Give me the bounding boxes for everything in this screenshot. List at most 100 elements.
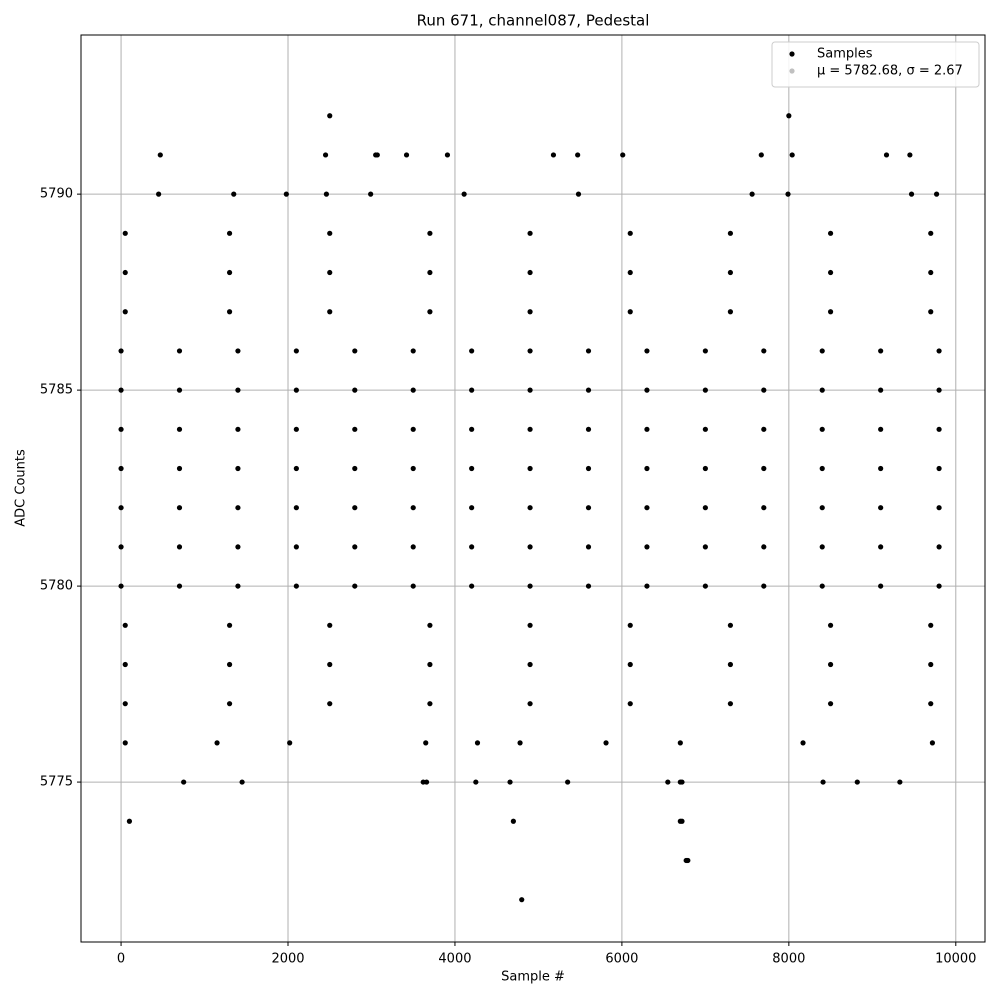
point [897,779,903,785]
point [665,779,671,785]
point [820,779,826,785]
point [322,152,329,158]
point [469,387,475,393]
point [293,583,299,589]
point [679,818,685,824]
point [819,348,825,354]
point [287,740,293,746]
point [702,426,708,432]
legend-box [771,41,980,88]
y-axis-label: ADC Counts [14,449,29,527]
point [827,269,834,276]
point [627,701,633,707]
point [702,387,708,393]
point [427,661,433,668]
point [176,426,183,432]
point [702,505,708,511]
point [585,348,592,354]
point [761,348,767,354]
point [936,583,942,589]
x-tick-label: 4000 [438,952,471,967]
point [226,230,233,236]
point [368,191,374,197]
point [527,387,533,393]
point [883,152,890,158]
point [527,505,533,511]
point [126,818,133,824]
point [565,779,571,785]
point [527,230,533,236]
point [800,740,806,746]
point [878,505,884,511]
point [410,465,416,472]
point [156,191,162,197]
point [878,348,884,354]
point [761,583,767,589]
point [819,505,825,511]
point [644,505,650,511]
point [118,544,124,550]
point [122,622,128,628]
point [374,152,380,158]
point [936,387,942,393]
point [627,661,633,668]
point [936,465,942,472]
point [936,426,942,432]
point [181,779,187,785]
point [235,465,241,472]
point [936,544,942,550]
point [761,387,767,393]
point [878,426,884,432]
point [118,348,124,354]
point [702,348,708,354]
point [727,269,734,276]
point [293,544,299,550]
point [585,426,592,432]
point [226,622,233,628]
point [427,622,433,628]
axes-frame [80,34,986,943]
point [410,583,416,589]
point [761,505,767,511]
point [827,661,834,668]
point [235,505,241,511]
point [761,465,767,472]
point [749,191,755,197]
point [293,348,299,354]
y-tick-label: 5790 [40,187,73,202]
point [827,230,834,236]
point [235,544,241,550]
x-tick-label: 6000 [605,952,638,967]
point [235,583,241,589]
point [239,779,245,785]
point [410,544,416,550]
point [727,701,734,707]
point [758,152,764,158]
point [293,465,299,472]
point [118,426,124,432]
point [527,583,533,589]
point [176,465,183,472]
point [585,544,592,550]
point [283,191,289,197]
point [327,309,333,315]
point [157,152,163,158]
point [620,152,626,158]
point [122,661,128,668]
point [235,426,241,432]
point [352,465,358,472]
point [908,191,915,197]
point [702,465,708,472]
point [461,191,467,197]
point [122,269,128,276]
point [469,348,475,354]
x-tick-label: 0 [117,952,125,967]
point [507,779,513,785]
point [352,426,358,432]
point [122,230,128,236]
point [819,465,825,472]
point [231,191,237,197]
point [644,583,650,589]
point [679,779,685,785]
